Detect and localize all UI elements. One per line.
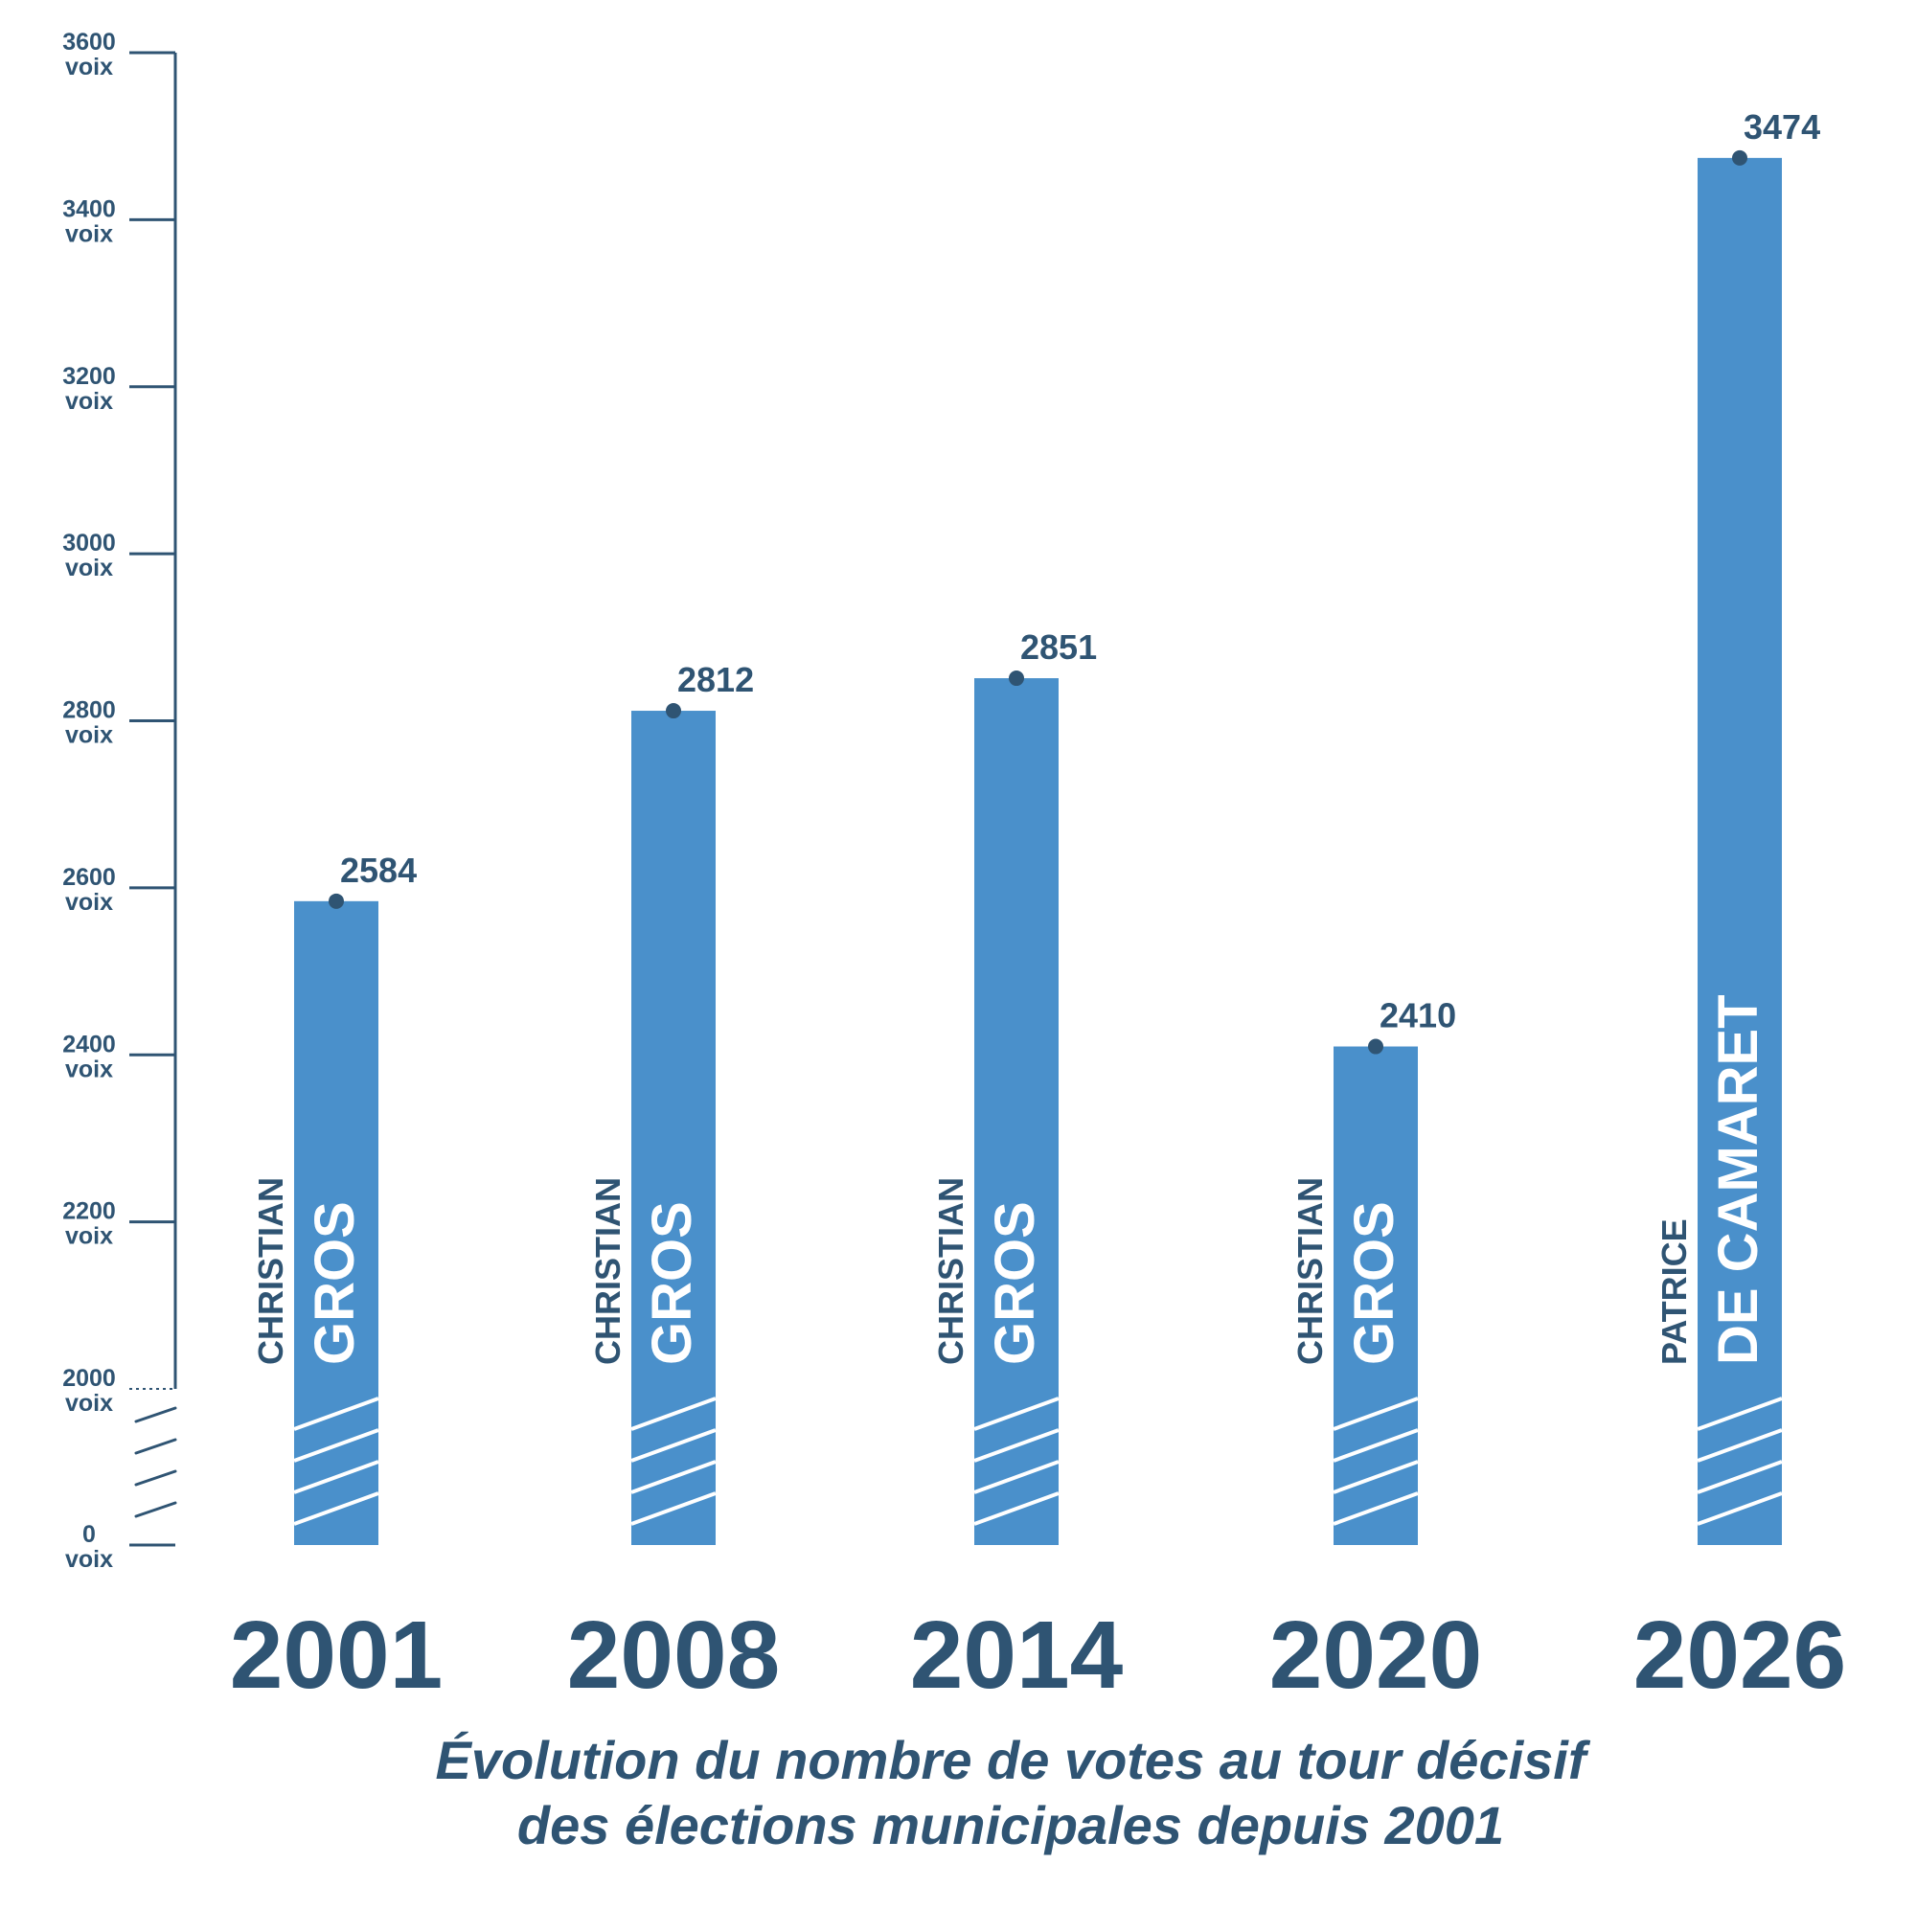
bar-group-2014: 2851 CHRISTIAN GROS — [931, 627, 1097, 1545]
y-tick-unit: voix — [65, 388, 113, 415]
year-label-2020: 2020 — [1269, 1602, 1482, 1709]
year-labels: 2001 2008 2014 2020 2026 — [230, 1602, 1846, 1709]
axis-break-slash — [134, 1501, 177, 1518]
year-label-2014: 2014 — [910, 1602, 1124, 1709]
candidate-last-name: DE CAMARET — [1707, 994, 1769, 1365]
bar-break-stripe — [1333, 1397, 1419, 1431]
y-tick-unit: voix — [65, 1390, 113, 1417]
value-point — [1009, 671, 1024, 687]
candidate-first-name: PATRICE — [1654, 1218, 1694, 1365]
bar-break-stripe — [1697, 1397, 1783, 1431]
y-tick-unit: voix — [65, 54, 113, 80]
y-tick-label: 0 — [82, 1521, 96, 1548]
y-tick-unit: voix — [65, 722, 113, 749]
bar-break-stripe — [1697, 1491, 1783, 1526]
year-label-2026: 2026 — [1633, 1602, 1846, 1709]
bar-group-2026: 3474 PATRICE DE CAMARET — [1654, 107, 1820, 1546]
bar-break-stripe — [1333, 1491, 1419, 1526]
y-tick-label: 3200 — [62, 363, 116, 390]
y-axis: 3600voix3400voix3200voix3000voix2800voix… — [62, 29, 177, 1573]
y-tick-label: 3600 — [62, 29, 116, 56]
y-tick-label: 2200 — [62, 1198, 116, 1225]
candidate-first-name: CHRISTIAN — [1290, 1177, 1330, 1365]
y-tick-unit: voix — [65, 555, 113, 581]
candidate-first-name: CHRISTIAN — [251, 1177, 290, 1365]
bar-break-stripe — [630, 1491, 717, 1526]
bar — [631, 711, 716, 1545]
value-point — [329, 893, 344, 909]
bar-break-stripe — [293, 1460, 379, 1494]
bar-break-stripe — [1333, 1460, 1419, 1494]
y-tick-label: 2800 — [62, 697, 116, 724]
year-label-2008: 2008 — [567, 1602, 780, 1709]
bar-group-2020: 2410 CHRISTIAN GROS — [1290, 996, 1456, 1545]
bar — [974, 678, 1059, 1545]
candidate-last-name: GROS — [984, 1201, 1046, 1365]
y-tick-unit: voix — [65, 889, 113, 916]
bar-break-stripe — [630, 1428, 717, 1463]
candidate-first-name: CHRISTIAN — [588, 1177, 627, 1365]
value-point — [1732, 149, 1747, 166]
bar-break-stripe — [1333, 1428, 1419, 1463]
axis-break-slash — [134, 1438, 177, 1455]
bar-break-stripe — [973, 1428, 1060, 1463]
value-label: 2812 — [677, 660, 754, 699]
bar — [1334, 1046, 1418, 1545]
year-label-2001: 2001 — [230, 1602, 443, 1709]
bar-break-stripe — [1697, 1460, 1783, 1494]
bar-break-stripe — [973, 1397, 1060, 1431]
value-label: 2851 — [1020, 627, 1097, 667]
candidate-first-name: CHRISTIAN — [931, 1177, 970, 1365]
candidate-last-name: GROS — [1343, 1201, 1405, 1365]
y-tick-label: 2600 — [62, 864, 116, 891]
chart-title: Évolution du nombre de votes au tour déc… — [435, 1730, 1590, 1855]
bar-break-stripe — [630, 1397, 717, 1431]
bar — [1698, 157, 1782, 1546]
y-tick-label: 2400 — [62, 1031, 116, 1057]
bar-break-stripe — [293, 1397, 379, 1431]
value-label: 2410 — [1380, 996, 1456, 1035]
y-tick-unit: voix — [65, 220, 113, 247]
value-point — [1368, 1038, 1383, 1055]
bar-break-stripe — [293, 1491, 379, 1526]
y-tick-unit: voix — [65, 1223, 113, 1250]
bar-group-2008: 2812 CHRISTIAN GROS — [588, 660, 754, 1545]
y-tick-label: 3400 — [62, 195, 116, 222]
title-line-1: Évolution du nombre de votes au tour déc… — [435, 1730, 1590, 1790]
bar-break-stripe — [630, 1460, 717, 1494]
bar — [294, 900, 378, 1545]
value-label: 3474 — [1744, 107, 1820, 147]
value-label: 2584 — [340, 851, 417, 890]
bars: 2584 CHRISTIAN GROS 2812 CHRISTIAN GROS 2851 CH… — [251, 107, 1820, 1546]
bar-break-stripe — [1697, 1428, 1783, 1463]
axis-break-slash — [134, 1469, 177, 1487]
title-line-2: des élections municipales depuis 2001 — [517, 1795, 1504, 1855]
bar-break-stripe — [973, 1491, 1060, 1526]
y-tick-unit: voix — [65, 1056, 113, 1082]
y-tick-unit: voix — [65, 1546, 113, 1573]
y-tick-label: 2000 — [62, 1365, 116, 1392]
candidate-last-name: GROS — [304, 1201, 366, 1365]
bar-group-2001: 2584 CHRISTIAN GROS — [251, 851, 417, 1545]
axis-break-slash — [134, 1406, 177, 1423]
value-point — [666, 703, 681, 719]
y-tick-label: 3000 — [62, 530, 116, 557]
bar-break-stripe — [293, 1428, 379, 1463]
bar-break-stripe — [973, 1460, 1060, 1494]
candidate-last-name: GROS — [641, 1201, 703, 1365]
